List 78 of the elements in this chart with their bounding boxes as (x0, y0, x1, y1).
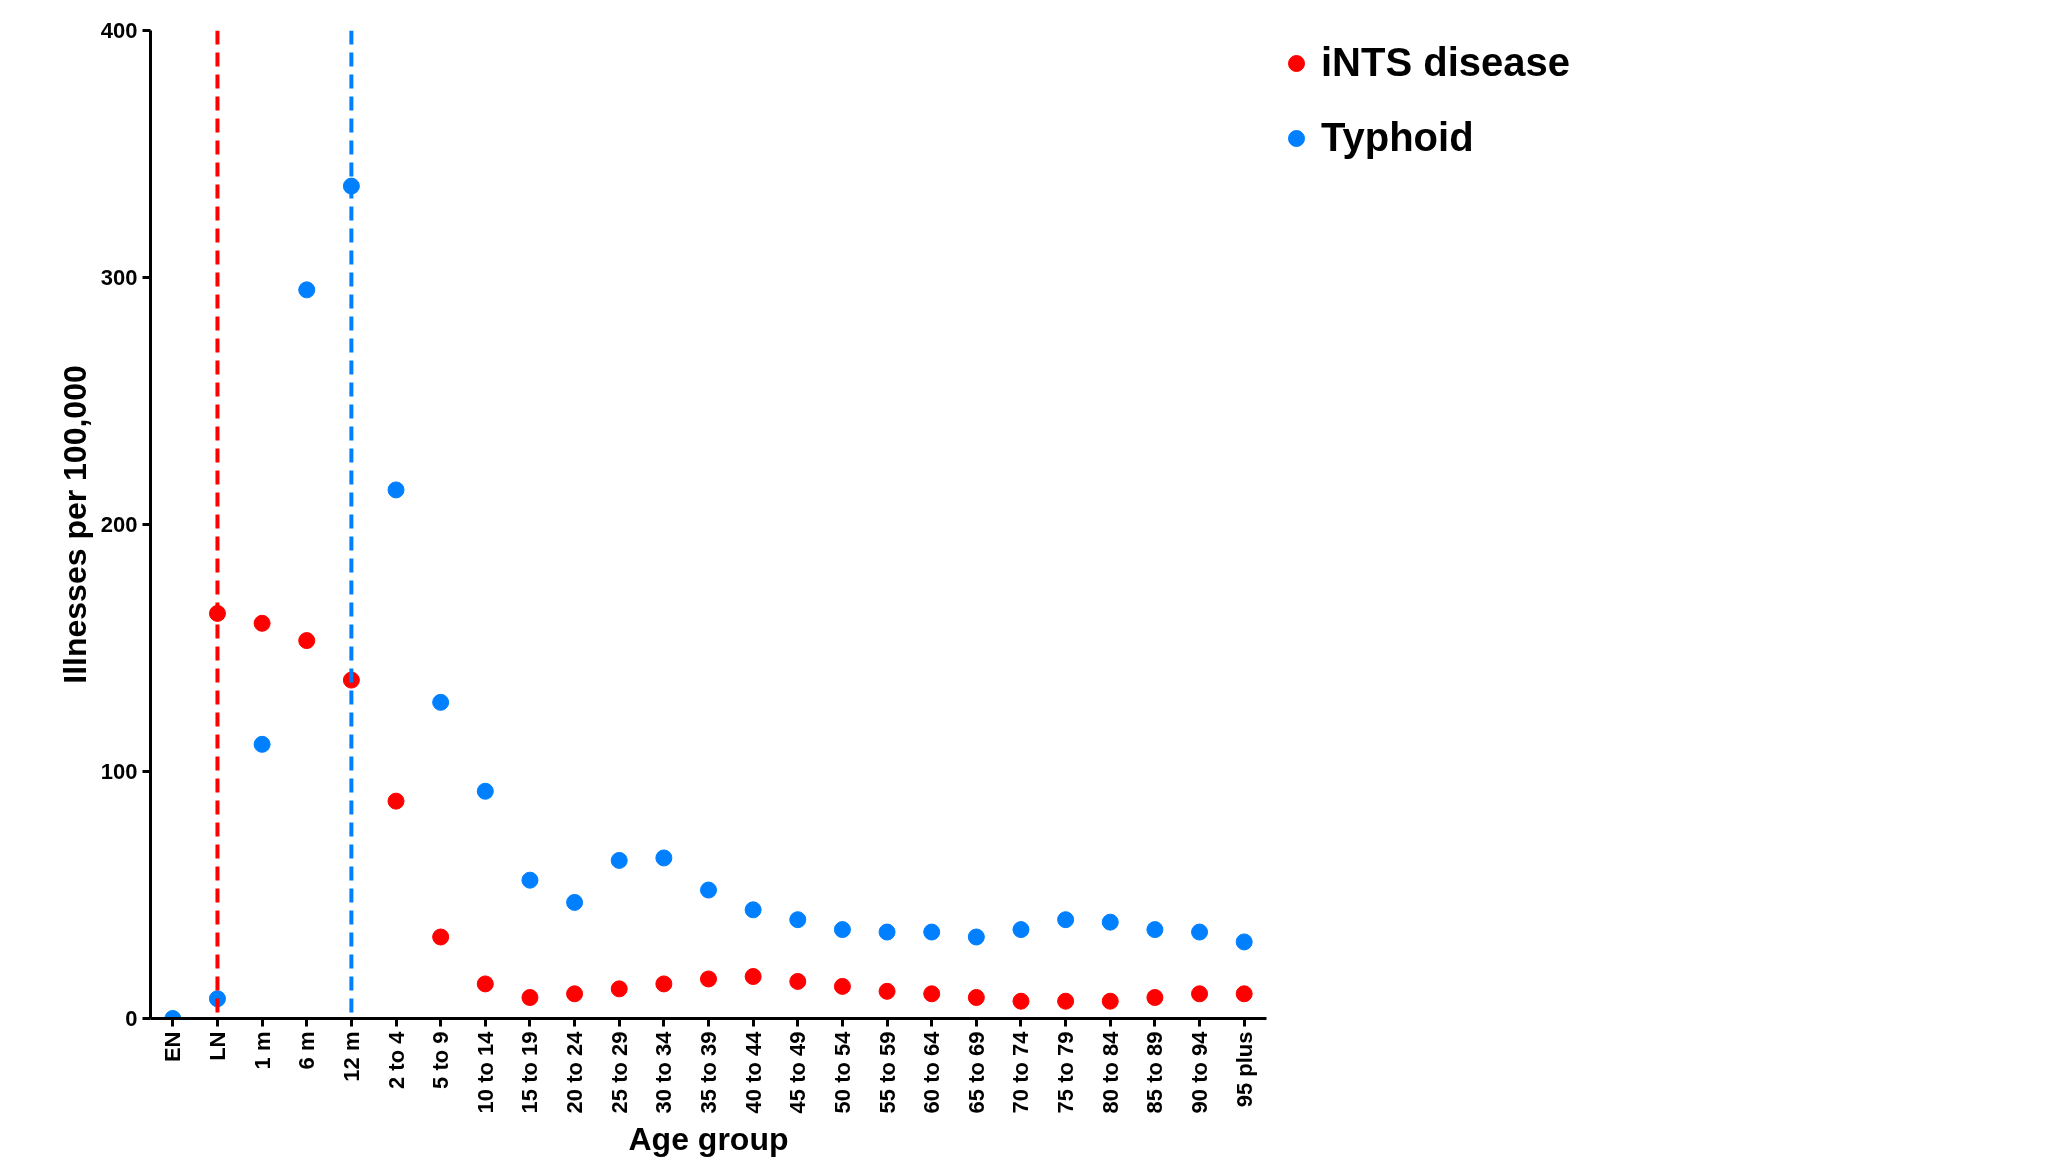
y-tick-label: 400 (100, 18, 138, 43)
point (1057, 911, 1075, 929)
point (1012, 992, 1030, 1010)
point (700, 881, 717, 899)
y-tick-label: 200 (100, 512, 138, 537)
point (789, 911, 807, 929)
point (432, 928, 450, 946)
point (253, 614, 271, 632)
point (789, 972, 807, 990)
x-tick-label: LN (204, 1031, 230, 1061)
point (967, 928, 985, 946)
point (923, 923, 941, 941)
point (610, 980, 628, 998)
x-tick-label: 95 plus (1231, 1031, 1257, 1108)
point (298, 632, 316, 650)
point (1146, 921, 1164, 939)
x-tick-label: 90 to 94 (1187, 1030, 1213, 1114)
point (476, 975, 494, 993)
point (744, 901, 762, 919)
point (833, 977, 851, 995)
point (432, 693, 450, 711)
x-tick-label: 80 to 84 (1097, 1030, 1123, 1114)
x-axis-title: Age group (628, 1121, 789, 1158)
x-tick-label: 65 to 69 (963, 1031, 989, 1114)
y-tick-label: 0 (125, 1006, 138, 1031)
point (878, 982, 896, 1000)
point (1146, 989, 1164, 1006)
point (833, 921, 851, 939)
x-tick-label: 50 to 54 (829, 1030, 855, 1114)
point (387, 792, 405, 810)
point (1235, 933, 1253, 951)
point (1191, 923, 1209, 941)
x-tick-label: 45 to 49 (785, 1031, 811, 1114)
y-tick-label: 300 (100, 265, 138, 290)
legend-label: iNTS disease (1321, 40, 1571, 85)
x-tick-label: 25 to 29 (606, 1031, 632, 1114)
x-tick-label: 30 to 34 (651, 1030, 677, 1114)
x-tick-label: EN (160, 1031, 186, 1063)
y-axis-title: Illnesses per 100,000 (56, 365, 93, 684)
x-tick-label: 55 to 59 (874, 1031, 900, 1114)
x-tick-label: 60 to 64 (919, 1030, 945, 1114)
point (566, 985, 584, 1003)
x-tick-label: 6 m (294, 1031, 320, 1070)
point (476, 782, 494, 800)
point (521, 989, 539, 1006)
point (521, 871, 539, 889)
point (700, 970, 717, 988)
point (610, 851, 628, 869)
point (1101, 913, 1119, 931)
point (253, 735, 271, 753)
point (298, 281, 316, 299)
point (1191, 985, 1209, 1003)
point (655, 975, 673, 993)
point (1101, 992, 1119, 1010)
x-tick-label: 12 m (338, 1031, 364, 1082)
point (566, 893, 584, 911)
point (387, 481, 405, 499)
x-tick-label: 85 to 89 (1142, 1031, 1168, 1114)
x-tick-label: 10 to 14 (472, 1030, 498, 1114)
x-tick-label: 75 to 79 (1053, 1031, 1079, 1114)
y-tick-label: 100 (100, 759, 138, 784)
x-tick-label: 40 to 44 (740, 1030, 766, 1114)
x-tick-label: 15 to 19 (517, 1031, 543, 1114)
point (967, 989, 985, 1006)
point (1012, 921, 1030, 939)
point (1235, 985, 1253, 1003)
x-tick-label: 5 to 9 (428, 1031, 454, 1089)
x-tick-label: 2 to 4 (383, 1030, 409, 1089)
x-tick-label: 35 to 39 (696, 1031, 721, 1114)
point (923, 985, 941, 1003)
point (744, 968, 762, 985)
point (655, 849, 673, 867)
legend-label: Typhoid (1321, 115, 1474, 160)
point (1057, 992, 1075, 1010)
x-tick-label: 1 m (249, 1031, 275, 1070)
x-tick-label: 20 to 24 (562, 1030, 588, 1114)
point (878, 923, 896, 941)
x-tick-label: 70 to 74 (1008, 1030, 1034, 1114)
